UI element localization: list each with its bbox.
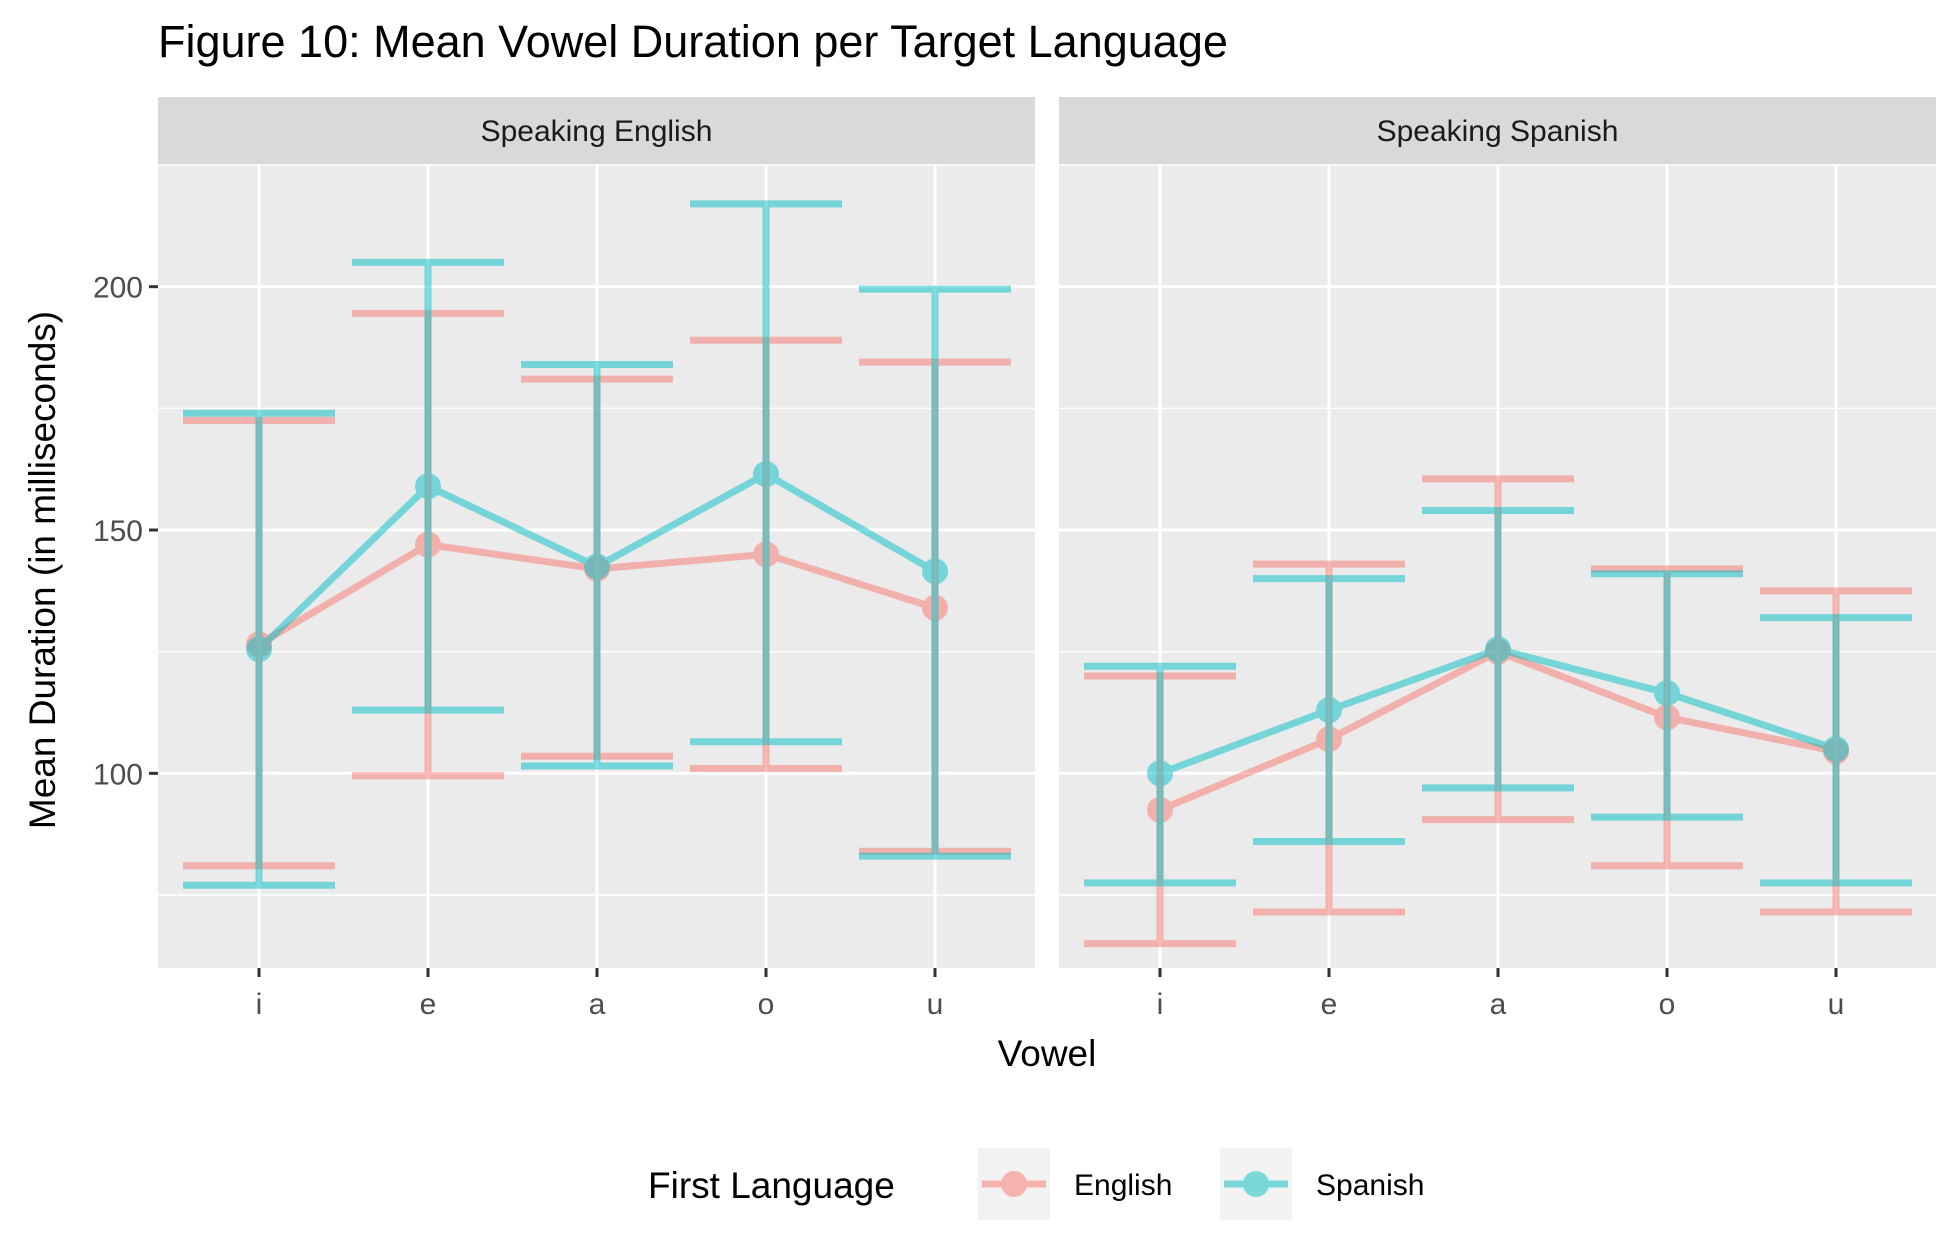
data-point (1485, 636, 1511, 663)
x-axis-label: Vowel (998, 1033, 1097, 1074)
x-tick-label: u (927, 988, 944, 1021)
data-point (584, 553, 610, 580)
x-tick-label: e (1321, 988, 1338, 1021)
data-point (246, 636, 272, 663)
x-tick-label: i (256, 988, 263, 1021)
x-tick-label: o (1659, 988, 1676, 1021)
data-point (415, 473, 441, 500)
data-point (1654, 680, 1680, 707)
legend-title: First Language (648, 1165, 895, 1206)
data-point (1316, 697, 1342, 724)
x-tick-label: e (420, 988, 437, 1021)
y-tick-label: 150 (93, 515, 143, 548)
legend-label: Spanish (1316, 1169, 1424, 1202)
panel-speaking-spanish: Speaking Spanish i e a o u (1059, 97, 1936, 1021)
facet-strip-label: Speaking English (481, 115, 713, 148)
data-point (1147, 760, 1173, 787)
legend-key-spanish (1224, 1171, 1288, 1197)
x-tick-label: a (1490, 988, 1507, 1021)
x-tick-label: o (758, 988, 775, 1021)
legend-key-english (982, 1171, 1046, 1197)
series-spanish (1084, 507, 1912, 887)
y-axis-label: Mean Duration (in milliseconds) (22, 311, 63, 829)
data-point (753, 461, 779, 488)
legend: First Language English Spanish (648, 1148, 1424, 1220)
data-point (1823, 736, 1849, 762)
y-axis: 100 150 200 (93, 272, 158, 791)
x-tick-label: i (1157, 988, 1164, 1021)
y-tick-label: 100 (93, 758, 143, 791)
x-tick-label: a (589, 988, 606, 1021)
series-spanish (183, 200, 1011, 889)
x-tick-label: u (1828, 988, 1845, 1021)
chart-title: Figure 10: Mean Vowel Duration per Targe… (158, 16, 1228, 67)
legend-label: English (1074, 1169, 1172, 1202)
facet-strip (158, 97, 1035, 165)
facet-strip (1059, 97, 1936, 165)
legend-key-point (1001, 1171, 1027, 1197)
legend-key-point (1243, 1171, 1269, 1197)
facet-strip-label: Speaking Spanish (1377, 115, 1619, 148)
data-point (922, 558, 948, 585)
panel-speaking-english: Speaking English i e a o u (158, 97, 1035, 1021)
y-tick-label: 200 (93, 272, 143, 305)
legend-entries: English Spanish (978, 1148, 1424, 1220)
